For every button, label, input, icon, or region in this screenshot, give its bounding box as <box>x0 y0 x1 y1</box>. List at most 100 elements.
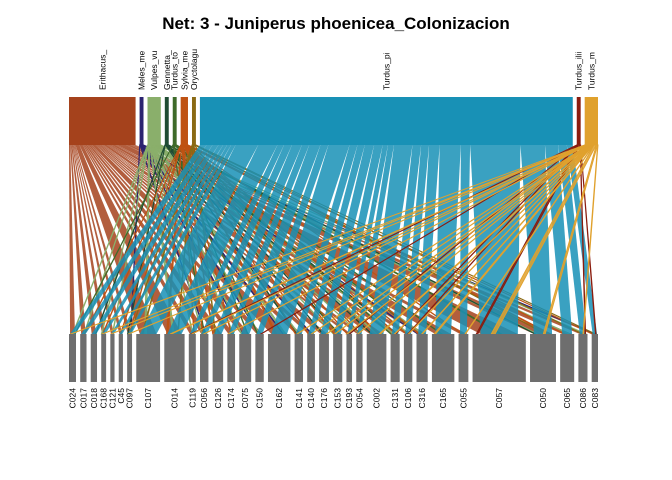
link-turdus-pi-c018 <box>91 145 219 334</box>
bottom-node-label: C002 <box>372 388 382 409</box>
bottom-node-label: C119 <box>187 388 197 408</box>
bottom-node-c083 <box>591 334 598 382</box>
bottom-node-label: C141 <box>294 388 304 409</box>
link-turdus-pi-c106 <box>405 145 430 334</box>
bottom-node-label: C168 <box>99 388 109 409</box>
bottom-node-c106 <box>403 334 413 382</box>
bottom-node-label: C121 <box>107 388 117 409</box>
top-node-label: Turdus_ilii <box>574 51 584 90</box>
bottom-node-label: C126 <box>213 388 223 409</box>
bottom-node-c193 <box>346 334 353 382</box>
link-turdus-pi-c153 <box>334 145 383 334</box>
higher-level-labels: Erithacus_ Meles_me Vulpes_vu Gennetta_Turd… <box>97 49 596 90</box>
link-erithacus--c024 <box>69 145 75 334</box>
lower-level-nodes <box>69 334 598 382</box>
link-turdus-pi-c014 <box>167 145 278 334</box>
bottom-node-c107 <box>136 334 161 382</box>
bottom-node-label: C176 <box>319 388 329 409</box>
link-turdus-pi-c168 <box>101 145 224 334</box>
bottom-node-label: C174 <box>226 388 236 409</box>
bottom-node-label: C316 <box>417 388 427 409</box>
link-turdus-pi-c024 <box>70 145 207 334</box>
bottom-node-label: C153 <box>333 388 343 409</box>
bottom-node-c054 <box>356 334 363 382</box>
link-turdus-pi-c083 <box>566 145 598 334</box>
top-node-label: Erithacus_ <box>97 50 107 90</box>
bottom-node-c055 <box>458 334 469 382</box>
bottom-node-label: C086 <box>578 388 588 409</box>
bottom-node-c45 <box>118 334 123 382</box>
bottom-node-label: C057 <box>494 388 504 409</box>
bottom-node-c024 <box>69 334 77 382</box>
link-turdus-pi-c086 <box>558 145 587 334</box>
bottom-node-label: C014 <box>169 388 179 409</box>
bottom-node-label: C131 <box>390 388 400 409</box>
bottom-node-c165 <box>431 334 455 382</box>
link-turdus-pi-c45 <box>119 145 232 334</box>
link-turdus-pi-c119 <box>189 145 285 334</box>
bottom-node-c056 <box>200 334 209 382</box>
bottom-node-c057 <box>472 334 526 382</box>
bottom-node-label: C050 <box>538 388 548 409</box>
top-node-label: Turdus_m <box>586 52 596 90</box>
bottom-node-label: C018 <box>89 388 99 409</box>
bottom-node-c174 <box>227 334 236 382</box>
link-erithacus--c168 <box>72 145 106 334</box>
bottom-node-c140 <box>307 334 315 382</box>
bottom-node-label: C165 <box>438 388 448 409</box>
link-turdus-pi-c065 <box>544 145 573 334</box>
bottom-node-c065 <box>560 334 575 382</box>
bottom-node-label: C075 <box>240 388 250 409</box>
bottom-node-c176 <box>319 334 329 382</box>
bottom-node-label: C055 <box>458 388 468 409</box>
bottom-node-c141 <box>294 334 304 382</box>
bottom-node-label: C107 <box>143 388 153 409</box>
bottom-node-c086 <box>578 334 588 382</box>
top-node-turdus-ilii <box>576 97 581 145</box>
bottom-node-c018 <box>90 334 98 382</box>
bottom-node-c168 <box>101 334 107 382</box>
top-node-erithacus- <box>69 97 136 145</box>
bottom-node-label: C106 <box>403 388 413 409</box>
link-turdus-pi-c017 <box>81 145 213 334</box>
link-erithacus--c017 <box>70 145 86 334</box>
link-turdus-pi-c107 <box>139 145 259 334</box>
top-node-label: Turdus_to <box>170 52 180 90</box>
top-node-sylvia-me <box>180 97 188 145</box>
link-turdus-pi-c126 <box>214 145 302 334</box>
top-node-turdus-to <box>172 97 177 145</box>
bottom-node-c131 <box>390 334 400 382</box>
bottom-node-label: C065 <box>562 388 572 409</box>
bottom-node-label: C024 <box>68 388 78 409</box>
plot-title: Net: 3 - Juniperus phoenicea_Colonizacio… <box>162 14 510 33</box>
bottom-node-c153 <box>333 334 343 382</box>
bottom-node-label: C017 <box>78 388 88 409</box>
bottom-node-label: C193 <box>344 388 354 409</box>
bottom-node-c002 <box>366 334 387 382</box>
bottom-node-c316 <box>416 334 428 382</box>
bottom-node-label: C056 <box>199 388 209 409</box>
top-node-gennetta- <box>164 97 169 145</box>
top-node-turdus-m <box>584 97 598 145</box>
bottom-node-label: C162 <box>274 388 284 409</box>
top-node-label: Gennetta_ <box>162 50 172 90</box>
link-turdus-pi-c316 <box>418 145 440 334</box>
higher-level-nodes <box>69 97 598 145</box>
bottom-node-c162 <box>267 334 291 382</box>
top-node-label: Vulpes_vu <box>149 50 159 90</box>
link-turdus-pi-c193 <box>347 145 388 334</box>
top-node-oryctolagu <box>191 97 196 145</box>
top-node-meles-me <box>139 97 144 145</box>
bottom-node-c017 <box>80 334 87 382</box>
link-turdus-pi-c054 <box>357 145 394 334</box>
bottom-node-c014 <box>164 334 185 382</box>
bottom-node-c097 <box>127 334 133 382</box>
bottom-node-label: C083 <box>590 388 600 409</box>
top-node-label: Sylvia_me <box>179 51 189 90</box>
link-turdus-pi-c121 <box>110 145 228 334</box>
top-node-turdus-pi <box>199 97 573 145</box>
bottom-node-label: C054 <box>354 388 364 409</box>
bottom-node-label: C45 <box>116 388 126 404</box>
